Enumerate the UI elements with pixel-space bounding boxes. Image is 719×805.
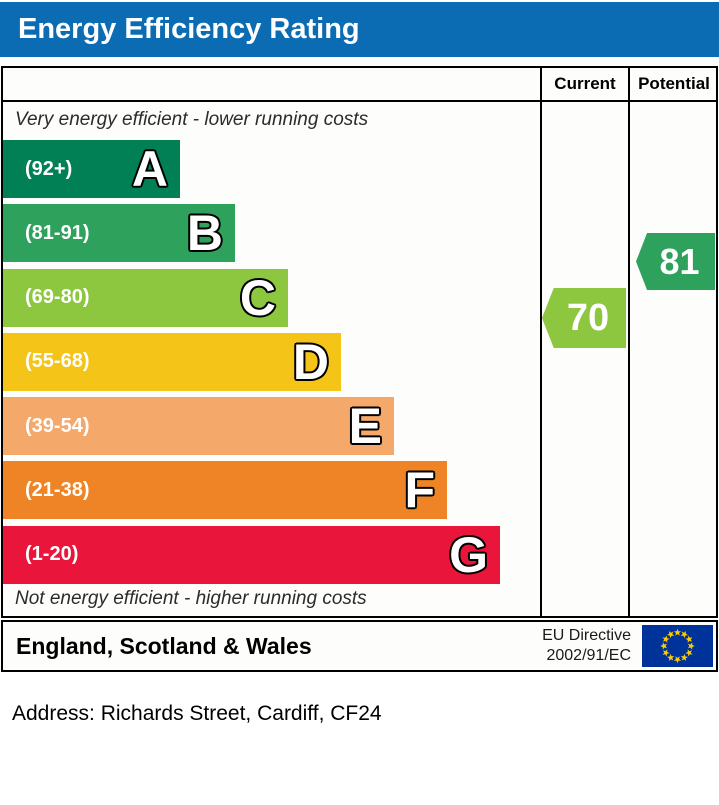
current-rating-arrow: 70 [542, 288, 626, 348]
footer-bar: England, Scotland & Wales EU Directive 2… [1, 620, 718, 672]
band-letter: B [186, 205, 223, 262]
potential-rating-value: 81 [659, 240, 700, 282]
band-letter: F [404, 462, 435, 519]
band-row-f: (21-38) F [3, 461, 447, 520]
potential-rating-arrow: 81 [636, 233, 715, 290]
band-letter: E [348, 398, 382, 455]
column-divider [540, 68, 542, 616]
band-range: (69-80) [25, 286, 90, 309]
band-letter: D [292, 333, 329, 390]
band-range: (81-91) [25, 221, 90, 244]
band-row-d: (55-68) D [3, 332, 341, 391]
region-label: England, Scotland & Wales [16, 632, 312, 659]
band-letter: G [449, 526, 488, 583]
band-row-c: (69-80) C [3, 268, 288, 327]
band-row-g: (1-20) G [3, 525, 500, 584]
band-range: (92+) [25, 157, 73, 180]
rating-table: Current Potential Very energy efficient … [1, 66, 718, 618]
eu-directive-label: EU Directive 2002/91/EC [542, 627, 631, 664]
band-range: (39-54) [25, 414, 90, 437]
rating-bands: (92+) A (81-91) B (69-80) C (55-68) D (3… [3, 140, 500, 590]
band-row-a: (92+) A [3, 140, 180, 198]
band-letter: A [131, 141, 168, 197]
band-range: (21-38) [25, 478, 90, 501]
band-range: (1-20) [25, 543, 79, 566]
top-caption: Very energy efficient - lower running co… [15, 109, 369, 130]
band-row-e: (39-54) E [3, 397, 394, 456]
potential-column-header: Potential [638, 74, 710, 93]
column-divider [628, 68, 630, 616]
page-title: Energy Efficiency Rating [0, 2, 719, 57]
current-rating-value: 70 [566, 296, 610, 339]
band-letter: C [239, 269, 276, 326]
bottom-caption: Not energy efficient - higher running co… [15, 588, 367, 609]
band-range: (55-68) [25, 350, 90, 373]
eu-flag-icon [642, 625, 713, 667]
band-row-b: (81-91) B [3, 204, 235, 263]
current-column-header: Current [554, 74, 616, 93]
address-line: Address: Richards Street, Cardiff, CF24 [12, 702, 382, 725]
header-divider [3, 100, 716, 102]
